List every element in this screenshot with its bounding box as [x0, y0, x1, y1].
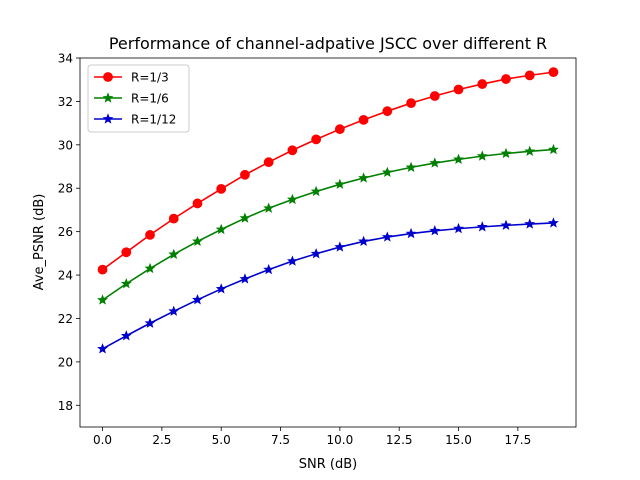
series-3 [97, 217, 559, 354]
series-line [102, 222, 554, 350]
data-point [524, 70, 535, 81]
data-point [287, 145, 298, 156]
chart-title: Performance of channel-adpative JSCC ove… [109, 34, 547, 53]
x-axis-label: SNR (dB) [299, 457, 357, 472]
legend-marker [103, 72, 113, 82]
data-point [429, 91, 440, 101]
series-2 [97, 143, 559, 305]
data-point [453, 222, 464, 234]
data-point [263, 202, 275, 213]
data-point [145, 230, 155, 240]
data-point [500, 147, 512, 159]
data-point [215, 283, 227, 294]
data-point [476, 221, 488, 232]
x-tick-label: 17.5 [504, 433, 531, 447]
data-point [382, 106, 393, 117]
data-point [239, 273, 251, 284]
data-point [334, 241, 346, 252]
data-point [97, 343, 108, 354]
legend-marker [102, 92, 114, 103]
data-point [500, 219, 512, 230]
data-point [215, 223, 227, 235]
y-tick-label: 28 [58, 182, 73, 196]
data-point [240, 169, 250, 180]
data-point [405, 227, 417, 239]
data-point [381, 231, 393, 242]
data-point [334, 124, 345, 135]
data-point [310, 248, 322, 259]
y-axis-label: Ave_PSNR (dB) [32, 194, 47, 291]
data-point [263, 263, 275, 275]
data-point [311, 134, 322, 145]
data-point [192, 294, 203, 305]
y-tick-label: 20 [58, 355, 73, 369]
y-tick-label: 34 [58, 52, 73, 66]
data-point [216, 183, 227, 194]
y-tick-label: 24 [58, 269, 73, 283]
data-point [334, 178, 346, 189]
data-point [477, 79, 488, 89]
x-tick-label: 5.0 [212, 433, 231, 447]
data-point [239, 212, 251, 223]
y-tick-label: 22 [58, 312, 73, 326]
series-line [102, 148, 554, 301]
data-point [405, 161, 417, 173]
data-point [453, 84, 464, 95]
data-point [381, 166, 393, 177]
data-point [406, 98, 416, 109]
data-point [358, 235, 370, 247]
x-tick-label: 0.0 [93, 433, 112, 447]
data-point [120, 278, 132, 289]
data-point [168, 248, 180, 260]
legend-label: R=1/3 [131, 71, 169, 85]
data-point [524, 218, 536, 229]
series-1 [97, 67, 559, 275]
data-point [358, 172, 370, 183]
data-point [263, 157, 274, 168]
legend: R=1/3 R=1/6 R=1/12 [87, 64, 190, 133]
data-point [524, 145, 536, 156]
data-point [548, 217, 559, 228]
plot-area: 0.0 2.5 5.0 7.5 10.0 12.5 15.0 17.5 18 20 22 24 26 28… [58, 52, 577, 447]
data-point [168, 213, 179, 224]
data-point [192, 235, 203, 247]
data-point [453, 153, 464, 164]
data-point [144, 262, 156, 274]
legend-box [87, 64, 190, 133]
data-point [548, 67, 559, 78]
y-tick-label: 32 [58, 95, 73, 109]
data-point [286, 193, 298, 205]
data-point [97, 294, 108, 305]
x-tick-label: 10.0 [327, 433, 354, 447]
data-point [144, 317, 156, 328]
x-tick-label: 12.5 [386, 433, 413, 447]
data-point [121, 247, 132, 258]
data-point [429, 225, 441, 236]
data-point [501, 74, 511, 84]
data-point [120, 330, 132, 341]
data-point [286, 255, 298, 266]
data-point [548, 143, 559, 155]
data-point [192, 198, 203, 209]
data-point [429, 157, 441, 168]
data-point [358, 114, 369, 125]
data-point [97, 264, 108, 275]
legend-label: R=1/6 [131, 92, 169, 106]
data-point [168, 305, 180, 316]
legend-label: R=1/12 [131, 113, 176, 127]
x-tick-label: 15.0 [445, 433, 472, 447]
x-tick-label: 2.5 [152, 433, 171, 447]
y-tick-label: 30 [58, 138, 73, 152]
data-point [310, 185, 322, 197]
y-tick-label: 18 [58, 399, 73, 413]
axes-frame [79, 57, 577, 428]
legend-marker [102, 113, 114, 124]
data-point [476, 150, 488, 161]
y-tick-label: 26 [58, 225, 73, 239]
x-tick-label: 7.5 [271, 433, 290, 447]
